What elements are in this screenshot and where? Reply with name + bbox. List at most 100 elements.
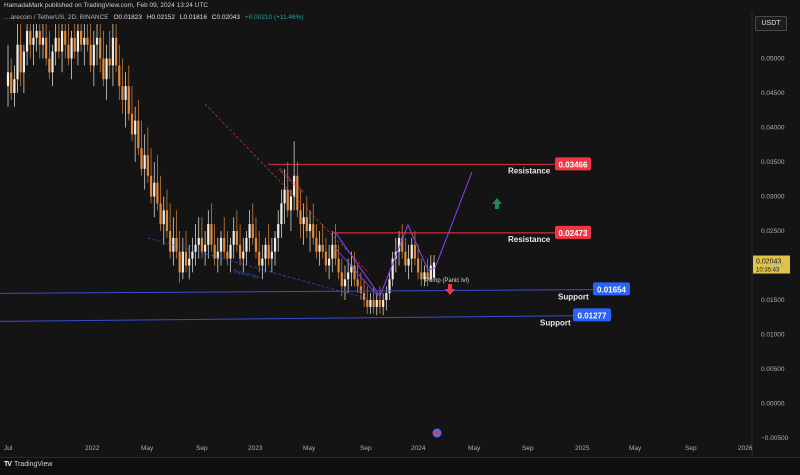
candle-body (258, 251, 261, 266)
candle-body (13, 79, 16, 93)
candle-body (232, 231, 235, 245)
candle-body (60, 30, 64, 52)
candle-body (267, 244, 270, 259)
candle-body (385, 293, 388, 300)
candle-body (16, 44, 19, 80)
candle-body (331, 244, 334, 259)
brand-name: TradingView (13, 461, 53, 468)
candle-body (137, 120, 140, 149)
candle-body (382, 300, 385, 307)
candle-body (22, 51, 25, 73)
time-tick-label: May (303, 445, 316, 452)
candle-body (216, 251, 219, 259)
time-tick-label: 2023 (248, 445, 263, 452)
time-tick-label: 2026 (738, 445, 753, 452)
candle-body (191, 251, 194, 259)
time-tick-label: Sep (196, 445, 208, 452)
current-price-value: 0.02043 (756, 259, 781, 266)
candle-body (38, 30, 41, 45)
candle-body (410, 244, 413, 259)
resistance-value-lower: 0.02473 (559, 229, 588, 238)
up-arrow-icon (492, 198, 502, 209)
support-label-upper: Support (558, 292, 589, 301)
candles-layer (6, 24, 436, 316)
currency-button[interactable]: USDT (755, 16, 787, 31)
wedge-lower-line (334, 247, 379, 297)
candle-body (299, 210, 302, 225)
candle-body (140, 148, 143, 169)
candle-body (86, 37, 89, 45)
current-price-badge (753, 255, 790, 274)
resistance-label-lower: Resistance (508, 235, 551, 244)
candle-body (92, 44, 95, 66)
time-axis: Jul 2022 May Sep 2023 May Sep 2024 May Sep 2025 May… (4, 445, 753, 452)
candle-body (130, 113, 134, 135)
candle-body (229, 244, 232, 259)
time-tick-label: May (468, 445, 481, 452)
price-tick-label: 0.01500 (761, 297, 785, 304)
candle-body (184, 251, 188, 266)
candle-body (378, 300, 382, 307)
candle-body (315, 237, 318, 252)
candle-body (111, 37, 115, 66)
wave-path (334, 171, 473, 298)
candle-body (108, 58, 111, 66)
candle-body (356, 279, 359, 287)
candle-body (159, 203, 162, 225)
candle-body (200, 237, 204, 252)
price-tick-label: 0.01000 (761, 332, 785, 339)
candle-body (251, 224, 254, 238)
candle-body (99, 37, 102, 59)
symbol-name[interactable]: …arecoin / TetherUS, 2D, BINANCE (4, 14, 109, 21)
support-badge-upper (593, 282, 630, 296)
candle-body (337, 258, 340, 273)
candle-body (429, 265, 432, 280)
candle-body (366, 300, 369, 307)
resistance-value-upper: 0.03466 (559, 160, 588, 169)
candle-body (127, 86, 130, 114)
price-tick-label: 0.05000 (761, 56, 785, 63)
candle-body (89, 44, 92, 66)
candle-body (181, 251, 184, 273)
candle-body (273, 237, 277, 252)
support-trendline (147, 237, 373, 301)
ohlc-open: O0.01823 (113, 14, 143, 21)
candle-body (114, 37, 118, 66)
candle-body (401, 237, 404, 252)
down-arrow-icon (445, 284, 455, 295)
candle-body (105, 58, 108, 80)
candle-body (194, 244, 197, 252)
candle-body (219, 237, 223, 252)
candle-body (289, 196, 293, 211)
pump-label: Pump (Panic Ivl) (425, 278, 469, 284)
candle-body (25, 30, 29, 52)
ohlc-change: +0.00210 (+11.46%) (244, 14, 304, 21)
footer-bar (0, 457, 800, 475)
candle-body (6, 72, 10, 87)
candle-body (83, 37, 86, 45)
candle-body (207, 224, 210, 245)
candle-body (423, 272, 426, 280)
candle-body (146, 155, 149, 176)
candle-body (397, 237, 401, 252)
candle-body (226, 251, 229, 259)
candle-body (334, 244, 337, 259)
candle-body (372, 300, 375, 307)
candle-body (324, 251, 328, 266)
candle-body (32, 37, 35, 45)
candle-body (149, 175, 153, 197)
ohlc-close: C0.02043 (211, 14, 240, 21)
candle-body (417, 258, 420, 273)
candle-body (293, 175, 296, 197)
support-trendline-label: Support line (232, 268, 260, 281)
candle-body (242, 251, 245, 259)
candle-body (248, 224, 251, 238)
candle-body (238, 244, 242, 259)
candle-body (165, 210, 169, 231)
candle-body (188, 258, 191, 266)
price-tick-label: 0.02000 (761, 263, 785, 270)
candle-body (235, 231, 238, 245)
candle-body (369, 300, 372, 307)
candle-body (35, 30, 38, 38)
